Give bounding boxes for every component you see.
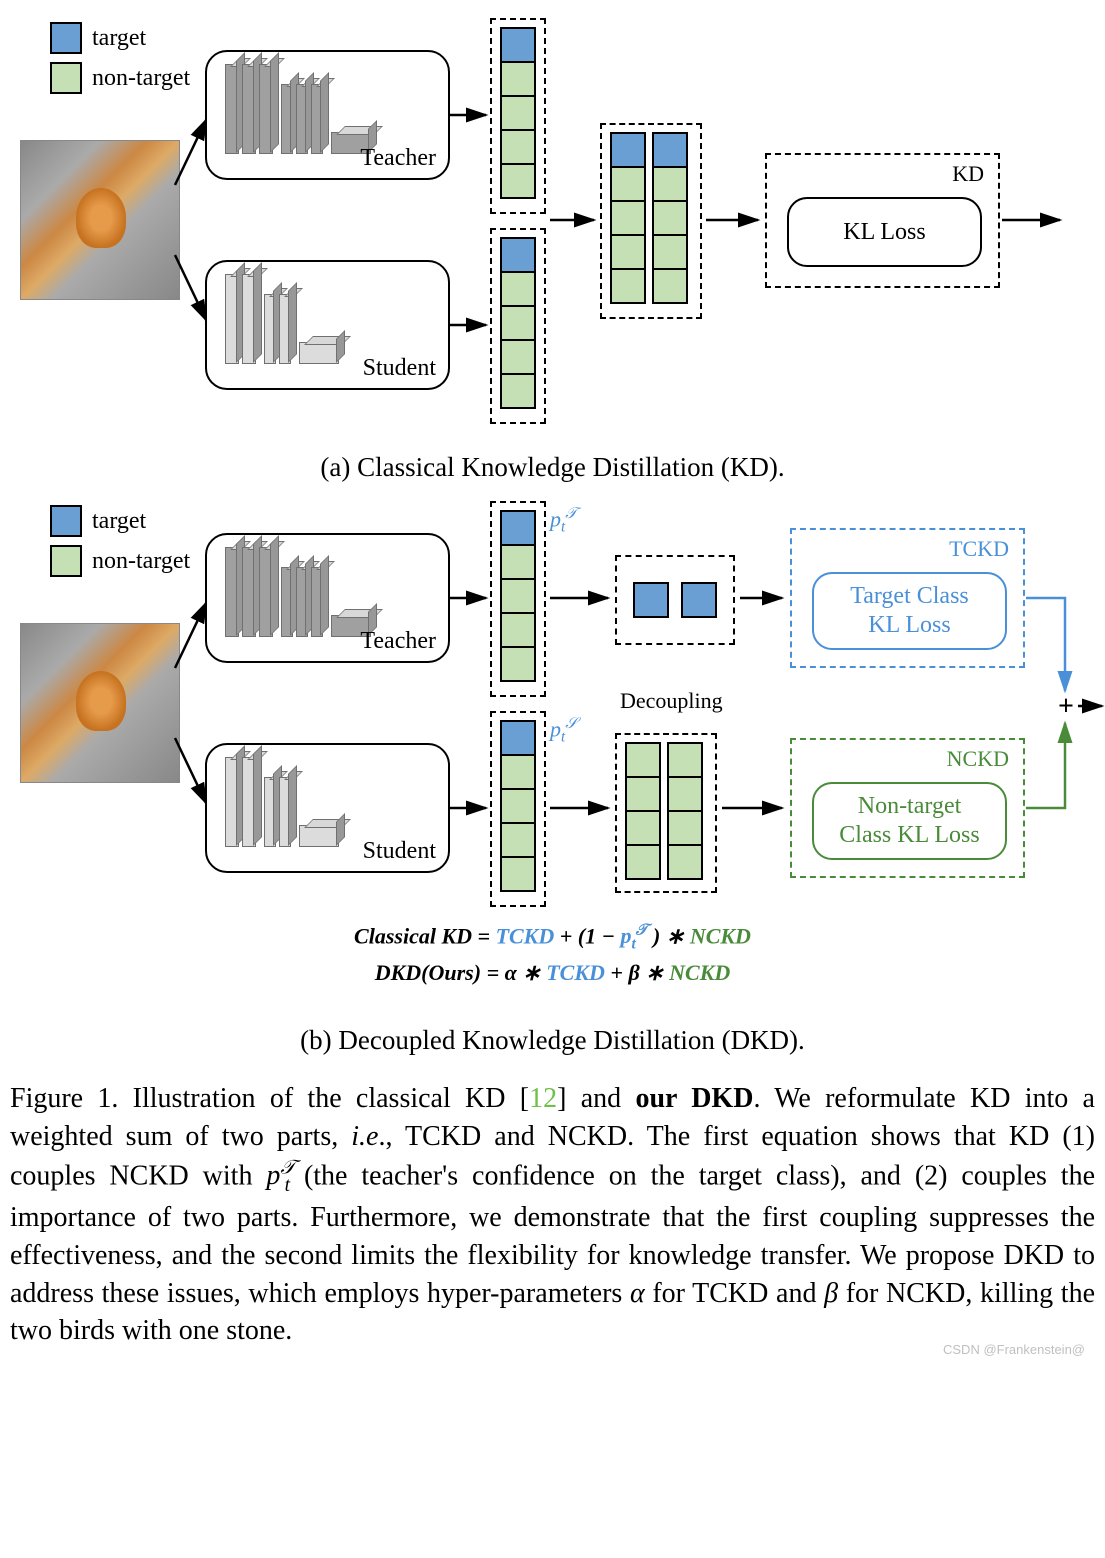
citation-12[interactable]: 12 (529, 1083, 557, 1114)
decoupling-label: Decoupling (620, 688, 723, 714)
kl-loss-box: KL Loss (787, 197, 982, 267)
swatch-target-b (50, 505, 82, 537)
teacher-logits-box-b (490, 501, 546, 697)
subcaption-b: (b) Decoupled Knowledge Distillation (DK… (10, 1025, 1095, 1056)
legend-a: target non-target (50, 22, 190, 94)
plus-symbol: + (1058, 691, 1074, 723)
legend-item-nontarget: non-target (50, 62, 190, 94)
nckd-loss-box: Non-target Class KL Loss (812, 782, 1007, 860)
student-layers-b (225, 757, 339, 847)
student-label-b: Student (363, 838, 436, 865)
tckd-loss-box: Target Class KL Loss (812, 572, 1007, 650)
student-logits-box-a (490, 228, 546, 424)
nckd-loss-line2: Class KL Loss (839, 821, 979, 850)
nontarget-col2 (667, 743, 703, 883)
teacher-layers-b (225, 547, 371, 637)
legend-item-target: target (50, 22, 190, 54)
legend-target-label-b: target (92, 508, 146, 535)
kl-loss-text: KL Loss (843, 219, 925, 246)
tckd-loss-line2: KL Loss (868, 611, 950, 640)
legend-target-label: target (92, 25, 146, 52)
nckd-loss-line1: Non-target (858, 792, 962, 821)
equations: Classical KD = TCKD + (1 − pt𝒯 ) ∗ NCKD … (10, 919, 1095, 989)
tckd-label: TCKD (949, 536, 1009, 562)
legend-nontarget-label: non-target (92, 65, 190, 92)
figure-container: target non-target Teacher Student (10, 10, 1095, 1350)
student-logits-box-b (490, 711, 546, 907)
student-logits-a (500, 238, 536, 408)
legend-b: target non-target (50, 505, 190, 577)
input-image-b (20, 623, 180, 783)
swatch-target (50, 22, 82, 54)
student-layers (225, 274, 339, 364)
figure-caption: Figure 1. Illustration of the classical … (10, 1080, 1095, 1350)
target-cell (633, 582, 669, 618)
legend-nontarget-label-b: non-target (92, 548, 190, 575)
teacher-label-a: Teacher (360, 145, 436, 172)
teacher-box-a: Teacher (205, 50, 450, 180)
student-logits-b (500, 721, 536, 891)
kd-label: KD (952, 161, 984, 187)
target-cell (681, 582, 717, 618)
teacher-box-b: Teacher (205, 533, 450, 663)
combined-col1 (610, 133, 646, 309)
swatch-nontarget-b (50, 545, 82, 577)
nontarget-col1 (625, 743, 661, 883)
target-pair-box (615, 555, 735, 645)
teacher-label-b: Teacher (360, 628, 436, 655)
combined-logits-box-a (600, 123, 702, 319)
eq-dkd: DKD(Ours) = α ∗ TCKD + β ∗ NCKD (10, 956, 1095, 989)
kd-box-a: KD KL Loss (765, 153, 1000, 288)
panel-a: target non-target Teacher Student (10, 10, 1095, 450)
teacher-logits-box-a (490, 18, 546, 214)
eq-classical: Classical KD = TCKD + (1 − pt𝒯 ) ∗ NCKD (10, 919, 1095, 956)
student-box-a: Student (205, 260, 450, 390)
student-box-b: Student (205, 743, 450, 873)
nckd-label: NCKD (947, 746, 1009, 772)
subcaption-a: (a) Classical Knowledge Distillation (KD… (10, 452, 1095, 483)
pt-teacher-label: pt𝒯 (550, 505, 577, 537)
tckd-box: TCKD Target Class KL Loss (790, 528, 1025, 668)
pt-student-label: pt𝒮 (550, 715, 577, 747)
tckd-loss-line1: Target Class (850, 582, 969, 611)
teacher-layers (225, 64, 371, 154)
legend-item-nontarget-b: non-target (50, 545, 190, 577)
nckd-box: NCKD Non-target Class KL Loss (790, 738, 1025, 878)
combined-col2 (652, 133, 688, 309)
watermark: CSDN @Frankenstein@ (943, 1341, 1085, 1359)
input-image-a (20, 140, 180, 300)
teacher-logits-a (500, 28, 536, 198)
swatch-nontarget (50, 62, 82, 94)
panel-b: target non-target Teacher Student pt𝒯 p (10, 493, 1095, 1023)
student-label-a: Student (363, 355, 436, 382)
teacher-logits-b (500, 511, 536, 681)
nontarget-cols-box (615, 733, 717, 893)
legend-item-target-b: target (50, 505, 190, 537)
